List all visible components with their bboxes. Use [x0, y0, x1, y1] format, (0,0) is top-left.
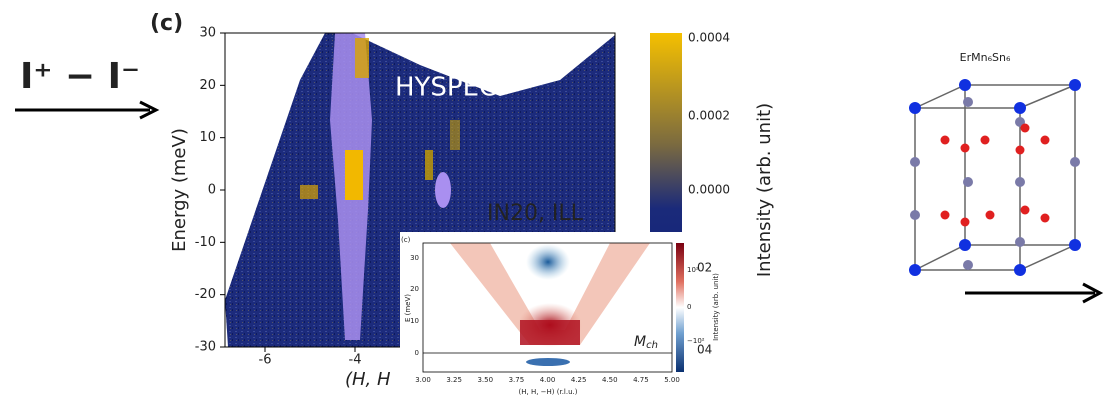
x-axis-label: (H, H [345, 369, 391, 390]
x-tick-label: -4 [349, 353, 362, 368]
inset-panel-label: (c) [401, 236, 411, 244]
inset-colorbar-tick-label: 0 [687, 303, 691, 311]
arrow-left [15, 100, 160, 120]
colorbar-label: Intensity (arb. unit) [754, 103, 775, 277]
x-tick-label: -6 [259, 353, 272, 368]
inset-colorbar-tick-label: 10² [687, 266, 699, 274]
inset-x-tick-label: 3.50 [477, 376, 493, 384]
inset-x-tick-label: 3.75 [509, 376, 525, 384]
heatmap [225, 33, 615, 347]
inset-x-tick-label: 4.00 [540, 376, 556, 384]
inset-x-label: (H, H, −H) (r.l.u.) [519, 388, 578, 396]
colorbar-tick-label: 0.0000 [688, 183, 730, 197]
y-axis-label: Energy (meV) [169, 128, 190, 252]
inset-x-tick-label: 4.75 [633, 376, 649, 384]
inset-y-tick-label: 30 [410, 254, 419, 262]
colorbar-tick-label: 02 [697, 261, 712, 275]
colorbar-tick-label: 04 [697, 343, 712, 357]
structure-title: ErMn₆Sn₆ [960, 51, 1011, 64]
y-tick-label: 10 [199, 130, 216, 145]
inset-colorbar-tick-label: −10² [687, 337, 705, 345]
annotation: HYSPEC [395, 73, 497, 103]
y-tick-label: -30 [195, 340, 216, 355]
y-tick-label: -10 [195, 235, 216, 250]
annotation: IN20, ILL [487, 201, 584, 226]
colorbar-tick-label: 0.0002 [688, 109, 730, 123]
y-tick-label: 30 [199, 26, 216, 41]
arrow-right [965, 282, 1104, 304]
inset-heatmap [450, 243, 650, 366]
annotation-sub: ch [646, 340, 658, 351]
inset-x-tick-label: 3.25 [446, 376, 462, 384]
inset-x-tick-label: 5.00 [664, 376, 680, 384]
colorbar-tick-label: 0.0004 [688, 31, 730, 45]
y-tick-label: 20 [199, 78, 216, 93]
inset-y-label: E (meV) [404, 294, 412, 322]
left-label: I⁺ − I⁻ [20, 56, 140, 97]
y-tick-label: -20 [195, 287, 216, 302]
inset-colorbar [676, 243, 684, 372]
panel-label: (c) [150, 11, 183, 36]
inset-y-tick-label: 20 [410, 285, 419, 293]
annotation-main: M [634, 334, 646, 350]
inset-x-tick-label: 4.25 [571, 376, 587, 384]
inset-annotation: Mch [634, 334, 658, 351]
inset-x-tick-label: 4.50 [602, 376, 618, 384]
y-tick-label: 0 [208, 183, 216, 198]
inset-y-tick-label: 0 [415, 349, 419, 357]
inset-colorbar-label: Intensity (arb. unit) [712, 273, 720, 341]
crystal [909, 79, 1081, 276]
inset-y-tick-label: 10 [410, 317, 419, 325]
inset-frame [422, 242, 673, 373]
inset-x-tick-label: 3.00 [415, 376, 431, 384]
